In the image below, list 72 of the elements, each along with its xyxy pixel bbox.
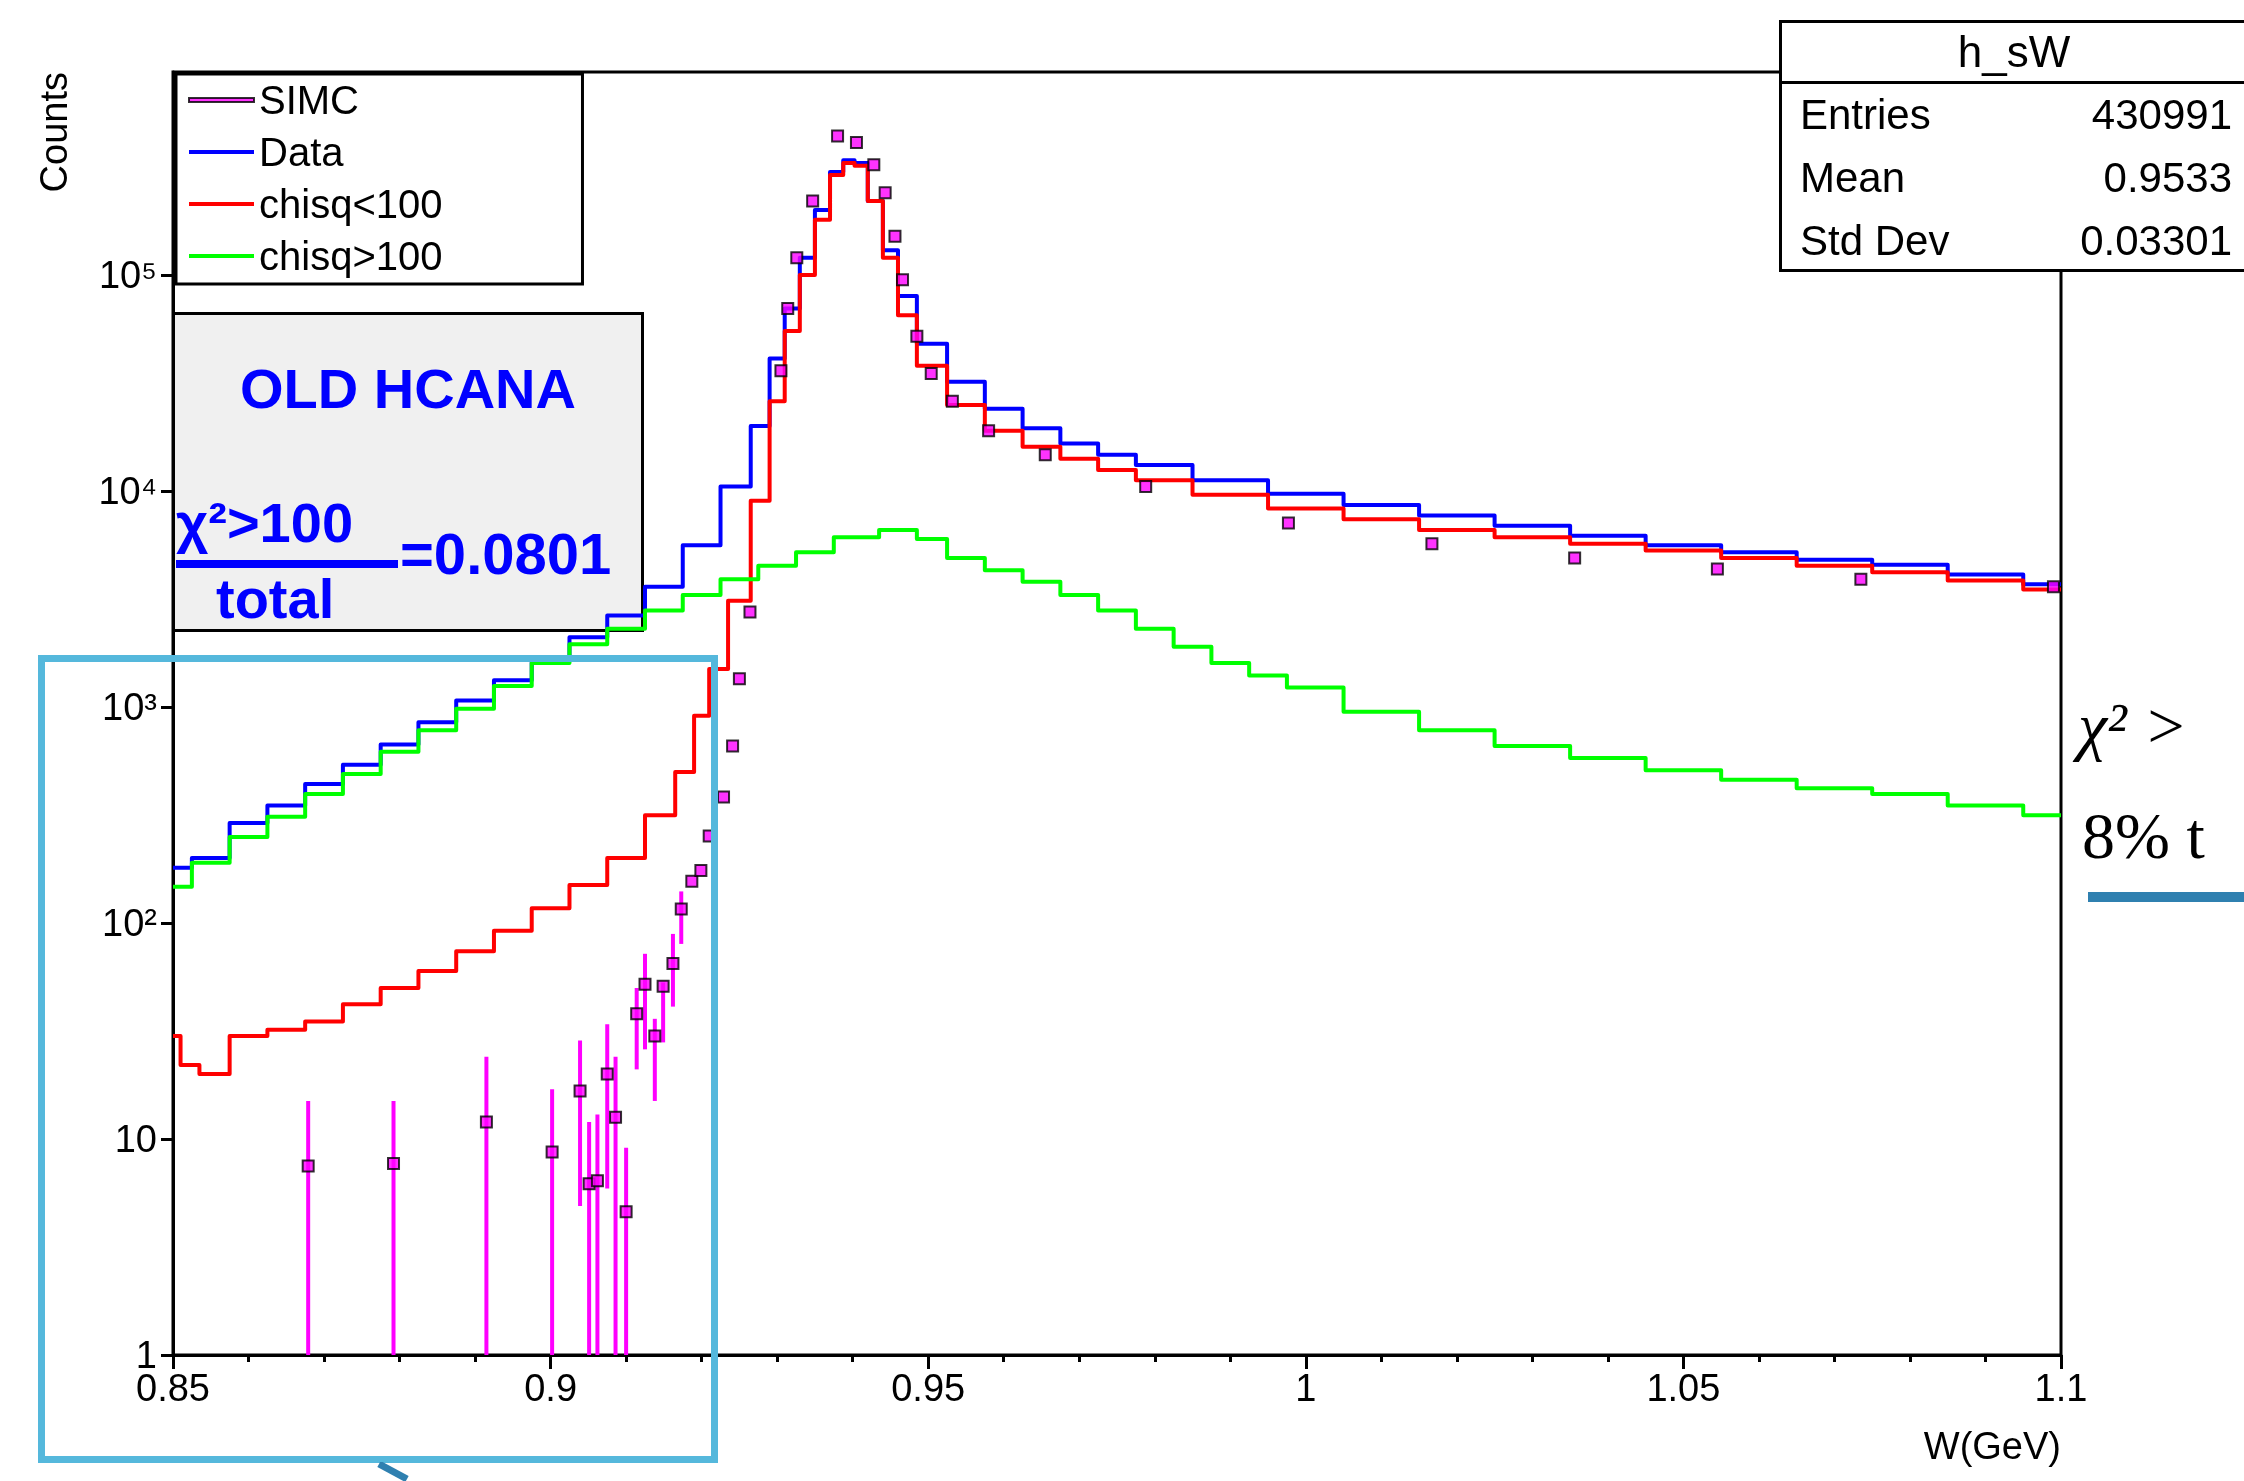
point [648, 1029, 662, 1043]
x-tick-label: 0.95 [891, 1367, 966, 1409]
legend-label: SIMC [259, 78, 359, 122]
point [600, 1067, 614, 1081]
point [2046, 580, 2060, 594]
point [982, 424, 996, 438]
x-tick-label: 0.9 [524, 1367, 578, 1409]
point [590, 1174, 604, 1188]
annotation: OLD HCANA [239, 357, 577, 420]
point [630, 1007, 644, 1021]
annotation: Entries [1800, 91, 1931, 139]
point [1710, 562, 1724, 576]
annotation: χ²>100 [176, 491, 354, 554]
point [1568, 551, 1582, 565]
point [1139, 479, 1153, 493]
y-tick-label: 10⁴ [98, 469, 157, 512]
x-tick-label: 1 [1295, 1367, 1317, 1409]
legend-label: chisq<100 [259, 182, 443, 226]
point [717, 790, 731, 804]
text: 430991 [2091, 91, 2232, 139]
point [638, 977, 652, 991]
annotation: h_sW [1956, 27, 2072, 77]
annotation: =0.0801 [400, 521, 612, 586]
x-tick-label: 1.05 [1646, 1367, 1721, 1409]
x-tick-label: 0.85 [136, 1367, 210, 1409]
point [1038, 448, 1052, 462]
point [726, 739, 740, 753]
point [387, 1157, 401, 1171]
point [732, 672, 746, 686]
point [924, 366, 938, 380]
text: 0.03301 [2080, 217, 2232, 265]
text: 0.9533 [2103, 154, 2232, 202]
point [619, 1205, 633, 1219]
point [666, 956, 680, 970]
annotation: total [216, 567, 335, 630]
y-tick-label: 10² [102, 901, 157, 944]
x-tick-label: 1.1 [2034, 1367, 2088, 1409]
point [609, 1110, 623, 1124]
point [896, 273, 910, 287]
annotation: Mean [1800, 154, 1906, 202]
point [685, 874, 699, 888]
point [867, 158, 881, 172]
point [910, 329, 924, 343]
point [878, 186, 892, 200]
point [743, 605, 757, 619]
point [656, 979, 670, 993]
x-axis-title: W(GeV) [1923, 1425, 2061, 1467]
annotation: Std Dev [1800, 217, 1950, 265]
y-axis-title: Counts [33, 72, 75, 193]
point [849, 136, 863, 150]
point [1281, 516, 1295, 530]
y-tick-label: 10⁵ [98, 253, 157, 296]
point [545, 1145, 559, 1159]
point [1854, 572, 1868, 586]
y-tick-label: 10 [114, 1117, 157, 1160]
point [674, 902, 688, 916]
y-tick-label: 10³ [102, 685, 157, 728]
point [806, 194, 820, 208]
point [479, 1115, 493, 1129]
text: 8% t [2082, 799, 2205, 873]
legend-label: Data [259, 130, 345, 174]
point [945, 394, 959, 408]
point [774, 364, 788, 378]
point [301, 1159, 315, 1173]
point [781, 301, 795, 315]
point [694, 863, 708, 877]
point [831, 129, 845, 143]
point [790, 251, 804, 265]
legend-label: chisq>100 [259, 234, 443, 278]
point [573, 1084, 587, 1098]
point [1425, 537, 1439, 551]
point [888, 229, 902, 243]
